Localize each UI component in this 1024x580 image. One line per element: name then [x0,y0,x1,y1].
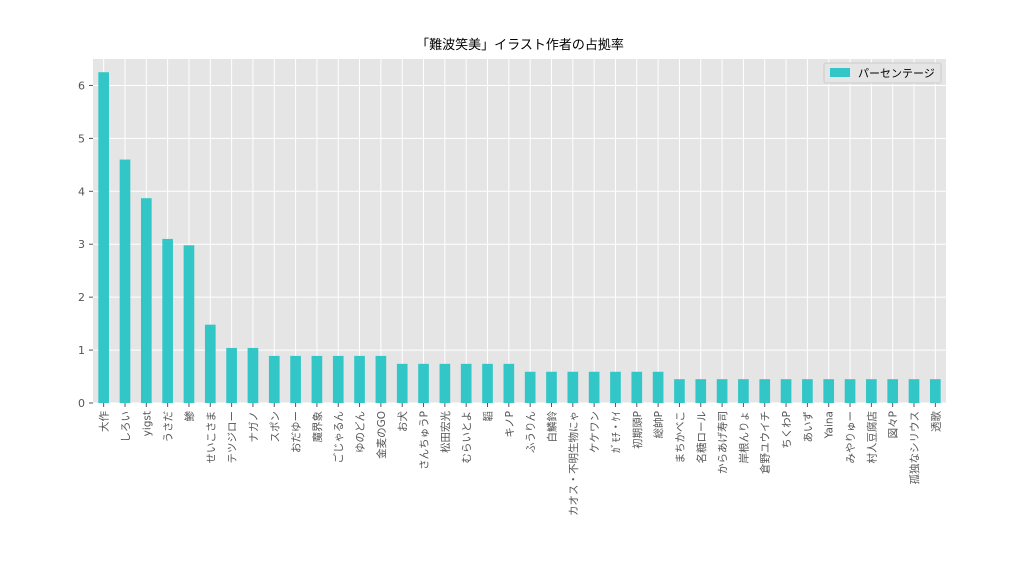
x-tick-label: カオス・不明生物にゃ [567,411,580,516]
bar [567,371,579,403]
bar [716,379,728,403]
bar [439,363,451,403]
y-tick-label: 4 [78,185,85,198]
x-tick-label: 岸根んりょ [737,411,750,464]
bar [546,371,557,403]
bar [631,371,643,403]
x-tick-label: 大作 [98,411,111,432]
plot-background [93,59,946,403]
x-tick-label: ナガノ [248,411,260,443]
x-tick-label: せいこさま [205,411,217,464]
x-tick-label: さんちゅうP [419,411,431,470]
x-tick-label: 透歌 [929,411,942,432]
x-tick-label: みやりゅー [845,411,857,464]
bar [759,379,771,403]
bar [844,379,856,403]
bar [418,363,429,403]
bar [610,371,621,403]
chart-title: 「難波笑美」イラスト作者の占拠率 [416,37,624,53]
bar [183,245,195,403]
bar [332,355,344,403]
bar [866,379,877,403]
bar [482,363,493,403]
bar [674,379,685,403]
bar [396,363,408,403]
legend-label: パーセンテージ [858,67,935,80]
x-tick-label: yigst [141,411,153,436]
bar [695,379,707,403]
x-tick-label: 初期頭P [631,411,644,449]
bar [887,379,899,403]
bar [354,355,365,403]
bar [268,355,280,403]
bar [204,324,216,403]
x-tick-label: ふうりん [525,411,537,453]
x-tick-label: テツジロー [227,411,239,464]
x-tick-label: 倉野ユウイチ [759,411,772,474]
x-tick-label: あいず [802,411,814,443]
legend-box [823,62,942,84]
x-tick-label: ｶﾞﾓﾁ・ｹｲ [610,411,622,453]
bar [247,347,259,403]
bar [460,363,472,403]
bar [140,198,152,403]
bar [780,379,792,403]
legend-swatch [830,68,850,77]
x-tick-label: からあげ寿司 [716,411,729,474]
x-tick-label: ケケワン [589,411,601,453]
bar [98,72,109,403]
bar [802,379,813,403]
x-tick-label: 総帥P [652,411,665,438]
bar [908,379,920,403]
bar [652,371,664,403]
x-tick-label: 金麦のGO [375,411,388,459]
x-tick-label: 孤独なシリウス [908,411,921,485]
x-tick-label: おだゆー [291,411,303,453]
x-tick-label: しろい [120,411,132,443]
bar [290,355,301,403]
bar [524,371,536,403]
bar [162,238,173,403]
x-tick-label: Yaina [824,411,836,439]
bar [375,355,387,403]
bar [503,363,515,403]
x-tick-label: 鯵 [183,411,196,422]
x-tick-label: 魔界象 [311,411,324,443]
x-tick-label: うさだ [163,411,175,443]
bar [588,371,600,403]
x-tick-label: 白鱗鈴 [545,411,558,443]
bar [119,159,131,403]
x-tick-label: ゆのどん [355,411,367,453]
x-tick-label: まちかべこ [674,411,686,464]
y-tick-label: 2 [78,291,85,304]
x-tick-label: 松田宏光 [439,411,452,453]
x-tick-label: キノP [504,411,516,438]
bar [738,379,749,403]
x-tick-label: スポン [269,411,281,443]
y-tick-label: 5 [78,132,85,145]
y-tick-label: 1 [78,344,85,357]
x-tick-label: ごじゃるん [332,411,345,464]
y-tick-label: 3 [78,238,85,251]
x-tick-label: 名糖ロール [695,411,708,464]
x-tick-label: 村人豆腐店 [865,411,878,464]
bar [823,379,835,403]
bar [311,355,323,403]
y-tick-label: 6 [78,79,85,92]
bar [226,347,237,403]
x-tick-label: むらいとよ [461,411,473,464]
y-tick-label: 0 [78,397,85,410]
x-tick-label: ちくわP [781,411,793,449]
x-tick-label: 図々P [888,411,900,438]
bar [930,379,941,403]
x-tick-label: 韜 [483,411,495,422]
x-tick-label: お犬 [396,411,409,432]
